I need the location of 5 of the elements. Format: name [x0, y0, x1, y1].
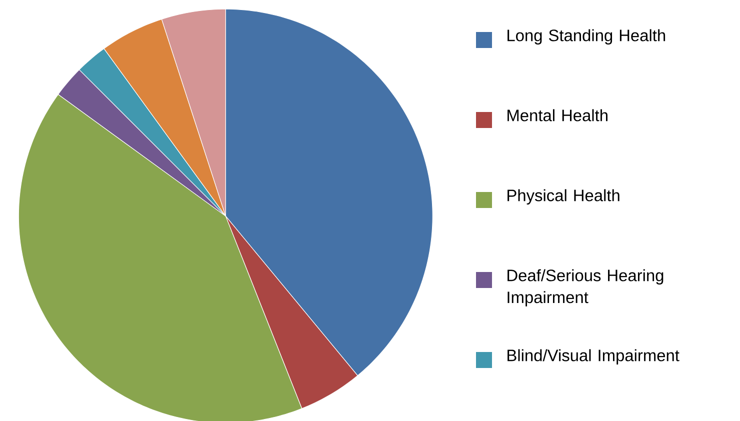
legend-label: Blind/Visual Impairment [508, 349, 680, 365]
legend-label: Long Standing Health [508, 29, 666, 45]
legend-label: Mental Health [508, 109, 608, 122]
legend-label: Deaf/Serious Hearing Impairment [508, 269, 664, 306]
legend-label: Physical Health [508, 189, 620, 205]
